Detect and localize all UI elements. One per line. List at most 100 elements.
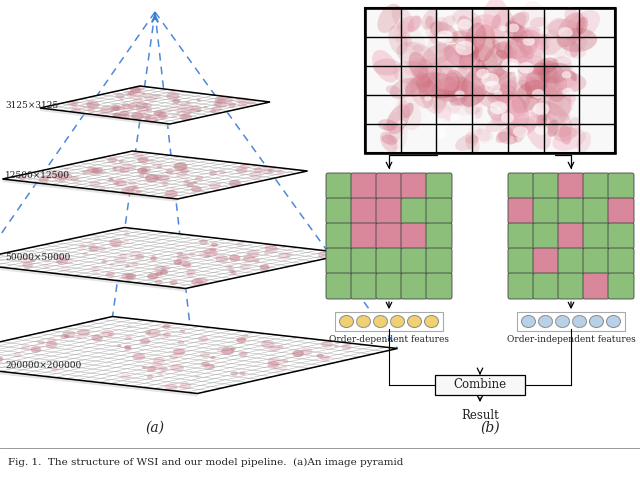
Polygon shape [40,86,270,124]
Ellipse shape [154,110,164,116]
Ellipse shape [89,181,101,188]
Ellipse shape [38,177,49,183]
Ellipse shape [557,121,570,141]
Ellipse shape [132,186,140,190]
Ellipse shape [468,127,483,135]
Ellipse shape [72,103,77,106]
Ellipse shape [499,40,529,65]
Ellipse shape [172,168,181,174]
Ellipse shape [60,172,72,180]
Ellipse shape [88,246,99,251]
Ellipse shape [177,262,182,265]
Ellipse shape [195,375,200,379]
Ellipse shape [153,175,163,180]
Ellipse shape [511,80,544,114]
Ellipse shape [570,71,577,81]
Ellipse shape [135,254,145,259]
Ellipse shape [123,162,131,167]
Ellipse shape [43,174,51,179]
Ellipse shape [213,101,222,107]
Ellipse shape [191,106,202,112]
Ellipse shape [392,6,414,32]
Ellipse shape [182,262,191,268]
Ellipse shape [142,113,151,119]
Ellipse shape [228,266,232,269]
Ellipse shape [127,92,131,95]
Ellipse shape [180,113,192,120]
Ellipse shape [538,316,552,327]
Polygon shape [0,317,397,393]
Ellipse shape [186,101,190,104]
Ellipse shape [209,109,216,113]
Ellipse shape [115,179,127,187]
Ellipse shape [230,347,236,351]
Text: (a): (a) [145,421,164,435]
Ellipse shape [426,58,458,91]
Ellipse shape [180,168,189,174]
FancyBboxPatch shape [558,173,584,199]
Text: Fig. 1.  The structure of WSI and our model pipeline.  (a)An image pyramid: Fig. 1. The structure of WSI and our mod… [8,458,403,466]
Ellipse shape [428,73,468,97]
Ellipse shape [386,85,401,95]
Polygon shape [0,263,186,292]
Ellipse shape [134,91,146,98]
Ellipse shape [180,107,193,114]
Ellipse shape [404,36,411,46]
Ellipse shape [83,253,88,256]
Ellipse shape [70,102,76,105]
Ellipse shape [474,129,493,141]
Ellipse shape [147,273,158,280]
Ellipse shape [131,112,143,120]
Ellipse shape [260,264,269,271]
Ellipse shape [93,169,102,174]
Ellipse shape [538,62,561,98]
Ellipse shape [559,125,572,144]
Ellipse shape [164,190,178,198]
Ellipse shape [282,359,288,363]
Ellipse shape [515,24,532,53]
Ellipse shape [491,10,516,53]
Ellipse shape [559,69,578,92]
Ellipse shape [514,55,540,79]
FancyBboxPatch shape [533,248,559,274]
Ellipse shape [300,348,312,355]
Ellipse shape [191,278,203,286]
Ellipse shape [161,267,165,270]
Ellipse shape [198,189,204,192]
FancyBboxPatch shape [583,198,609,224]
Ellipse shape [557,12,585,47]
Ellipse shape [563,93,577,102]
Ellipse shape [92,267,100,272]
Polygon shape [3,151,307,199]
Ellipse shape [54,254,63,259]
Ellipse shape [502,109,518,125]
FancyBboxPatch shape [558,223,584,249]
Ellipse shape [273,364,287,372]
Ellipse shape [82,106,90,111]
Ellipse shape [518,58,533,82]
Ellipse shape [387,104,410,135]
Ellipse shape [98,246,106,251]
FancyBboxPatch shape [335,312,443,331]
Ellipse shape [544,29,567,58]
Ellipse shape [109,239,122,246]
Ellipse shape [444,44,481,70]
Ellipse shape [113,256,126,264]
Ellipse shape [126,164,136,171]
Ellipse shape [492,40,502,51]
Ellipse shape [261,340,275,348]
Ellipse shape [117,345,121,347]
Ellipse shape [477,123,490,144]
Ellipse shape [397,120,406,126]
Ellipse shape [93,271,98,274]
Ellipse shape [378,3,401,33]
Ellipse shape [412,45,424,52]
FancyBboxPatch shape [508,198,534,224]
Ellipse shape [431,76,474,102]
Ellipse shape [87,108,95,112]
Ellipse shape [390,78,419,99]
Ellipse shape [428,30,447,62]
Ellipse shape [504,29,540,59]
Ellipse shape [262,340,268,344]
Ellipse shape [262,166,275,175]
